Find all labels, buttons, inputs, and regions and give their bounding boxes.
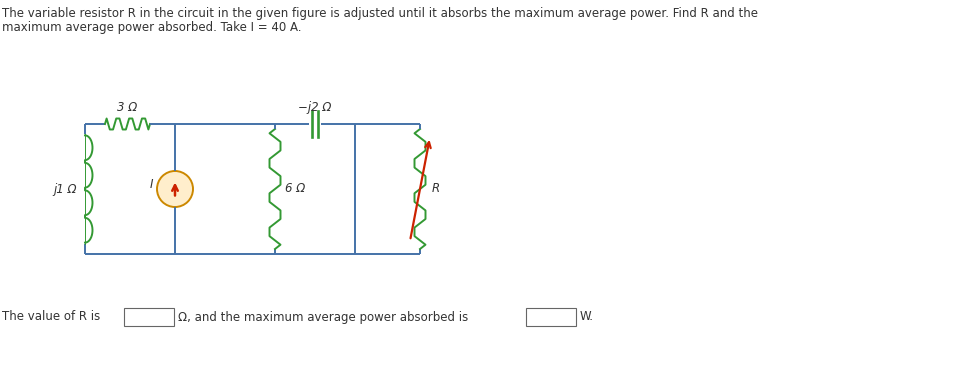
Text: W.: W.: [580, 310, 594, 324]
Text: The value of R is: The value of R is: [2, 310, 100, 324]
Text: I: I: [150, 179, 153, 191]
Text: 6 Ω: 6 Ω: [285, 183, 305, 196]
Text: −j2 Ω: −j2 Ω: [299, 101, 332, 114]
Circle shape: [157, 171, 193, 207]
Bar: [124, 308, 174, 326]
Text: The variable resistor R in the circuit in the given figure is adjusted until it : The variable resistor R in the circuit i…: [2, 7, 758, 20]
Text: 3 Ω: 3 Ω: [117, 101, 137, 114]
Text: Ω, and the maximum average power absorbed is: Ω, and the maximum average power absorbe…: [178, 310, 468, 324]
Text: maximum average power absorbed. Take I = 40 A.: maximum average power absorbed. Take I =…: [2, 21, 301, 34]
Text: j1 Ω: j1 Ω: [54, 183, 77, 196]
Text: R: R: [432, 183, 440, 196]
Bar: [526, 308, 576, 326]
